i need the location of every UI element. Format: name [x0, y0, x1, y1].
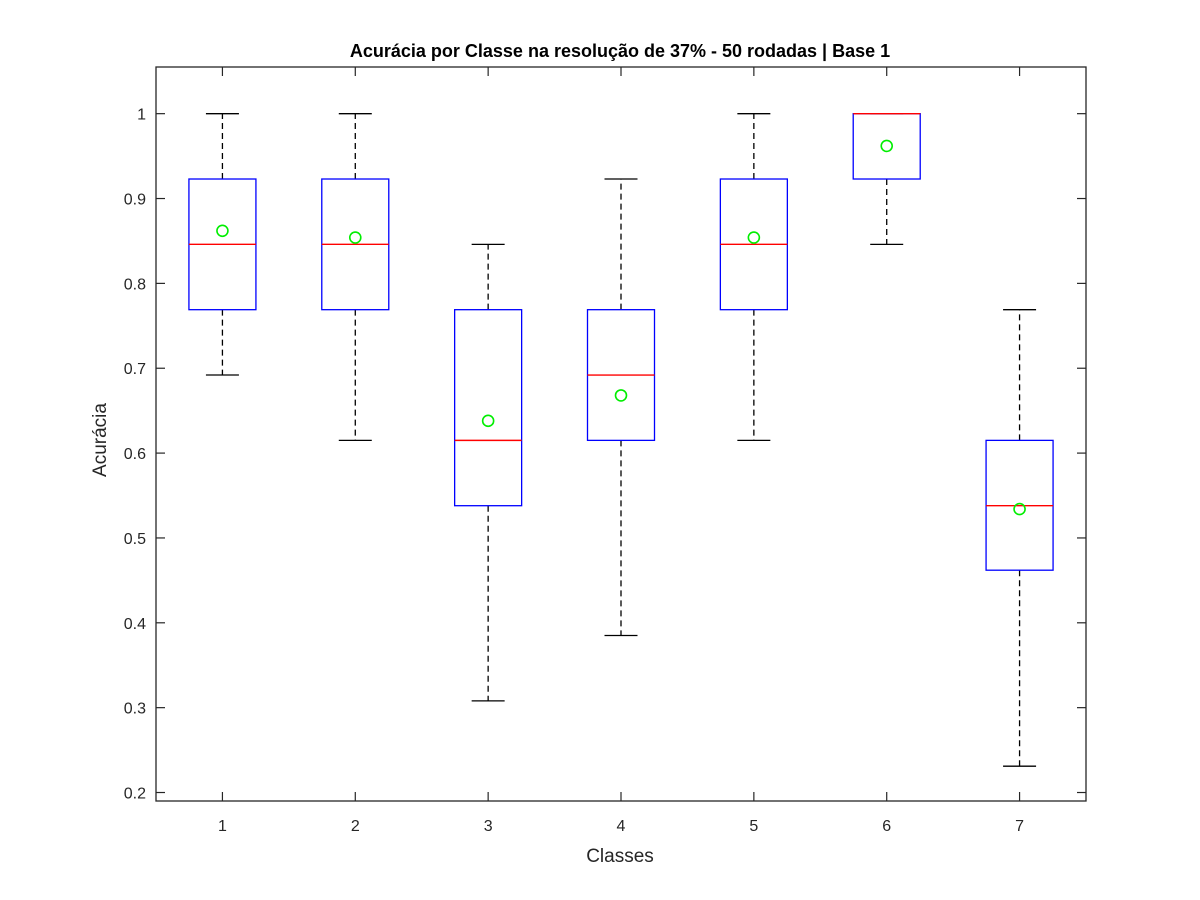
y-tick-label: 1 [137, 107, 146, 124]
box-2 [321, 113, 390, 442]
iqr-box [453, 309, 523, 507]
y-tick-label: 0.8 [124, 276, 146, 293]
x-tick-label: 6 [882, 818, 891, 835]
mean-marker [481, 414, 495, 428]
y-tick-label: 0.5 [124, 531, 146, 548]
box-1 [188, 113, 257, 376]
y-tick-label: 0.9 [124, 192, 146, 209]
box-5 [719, 113, 789, 442]
y-tick-label: 0.2 [124, 786, 146, 803]
chart-title: Acurácia por Classe na resolução de 37% … [350, 41, 890, 61]
y-tick-label: 0.6 [124, 446, 146, 463]
y-tick-label: 0.4 [124, 616, 146, 633]
box-3 [453, 243, 523, 702]
mean-marker [880, 139, 894, 153]
x-tick-label: 1 [218, 818, 227, 835]
x-tick-label: 4 [617, 818, 626, 835]
iqr-box [852, 113, 921, 180]
plot-area: 0.2 0.3 0.4 0.5 0.6 0.7 0.8 0.9 1 1 2 3 4 5 6 7 [124, 66, 1087, 835]
y-axis-label: Acurácia [90, 403, 111, 477]
mean-marker [216, 224, 229, 238]
box-4 [586, 178, 656, 637]
mean-marker [614, 389, 628, 402]
box-6 [852, 112, 921, 245]
mean-marker [348, 231, 362, 244]
x-tick-label: 2 [351, 818, 360, 835]
y-tick-label: 0.3 [124, 701, 146, 718]
x-tick-label: 3 [484, 818, 493, 835]
plot-frame [155, 66, 1087, 802]
mean-marker [1013, 502, 1026, 516]
x-tick-label: 5 [749, 818, 758, 835]
y-tick-label: 0.7 [124, 361, 146, 378]
x-axis-label: Classes [586, 846, 654, 867]
mean-marker [747, 231, 761, 244]
x-tick-label: 7 [1015, 818, 1024, 835]
box-7 [985, 309, 1054, 767]
